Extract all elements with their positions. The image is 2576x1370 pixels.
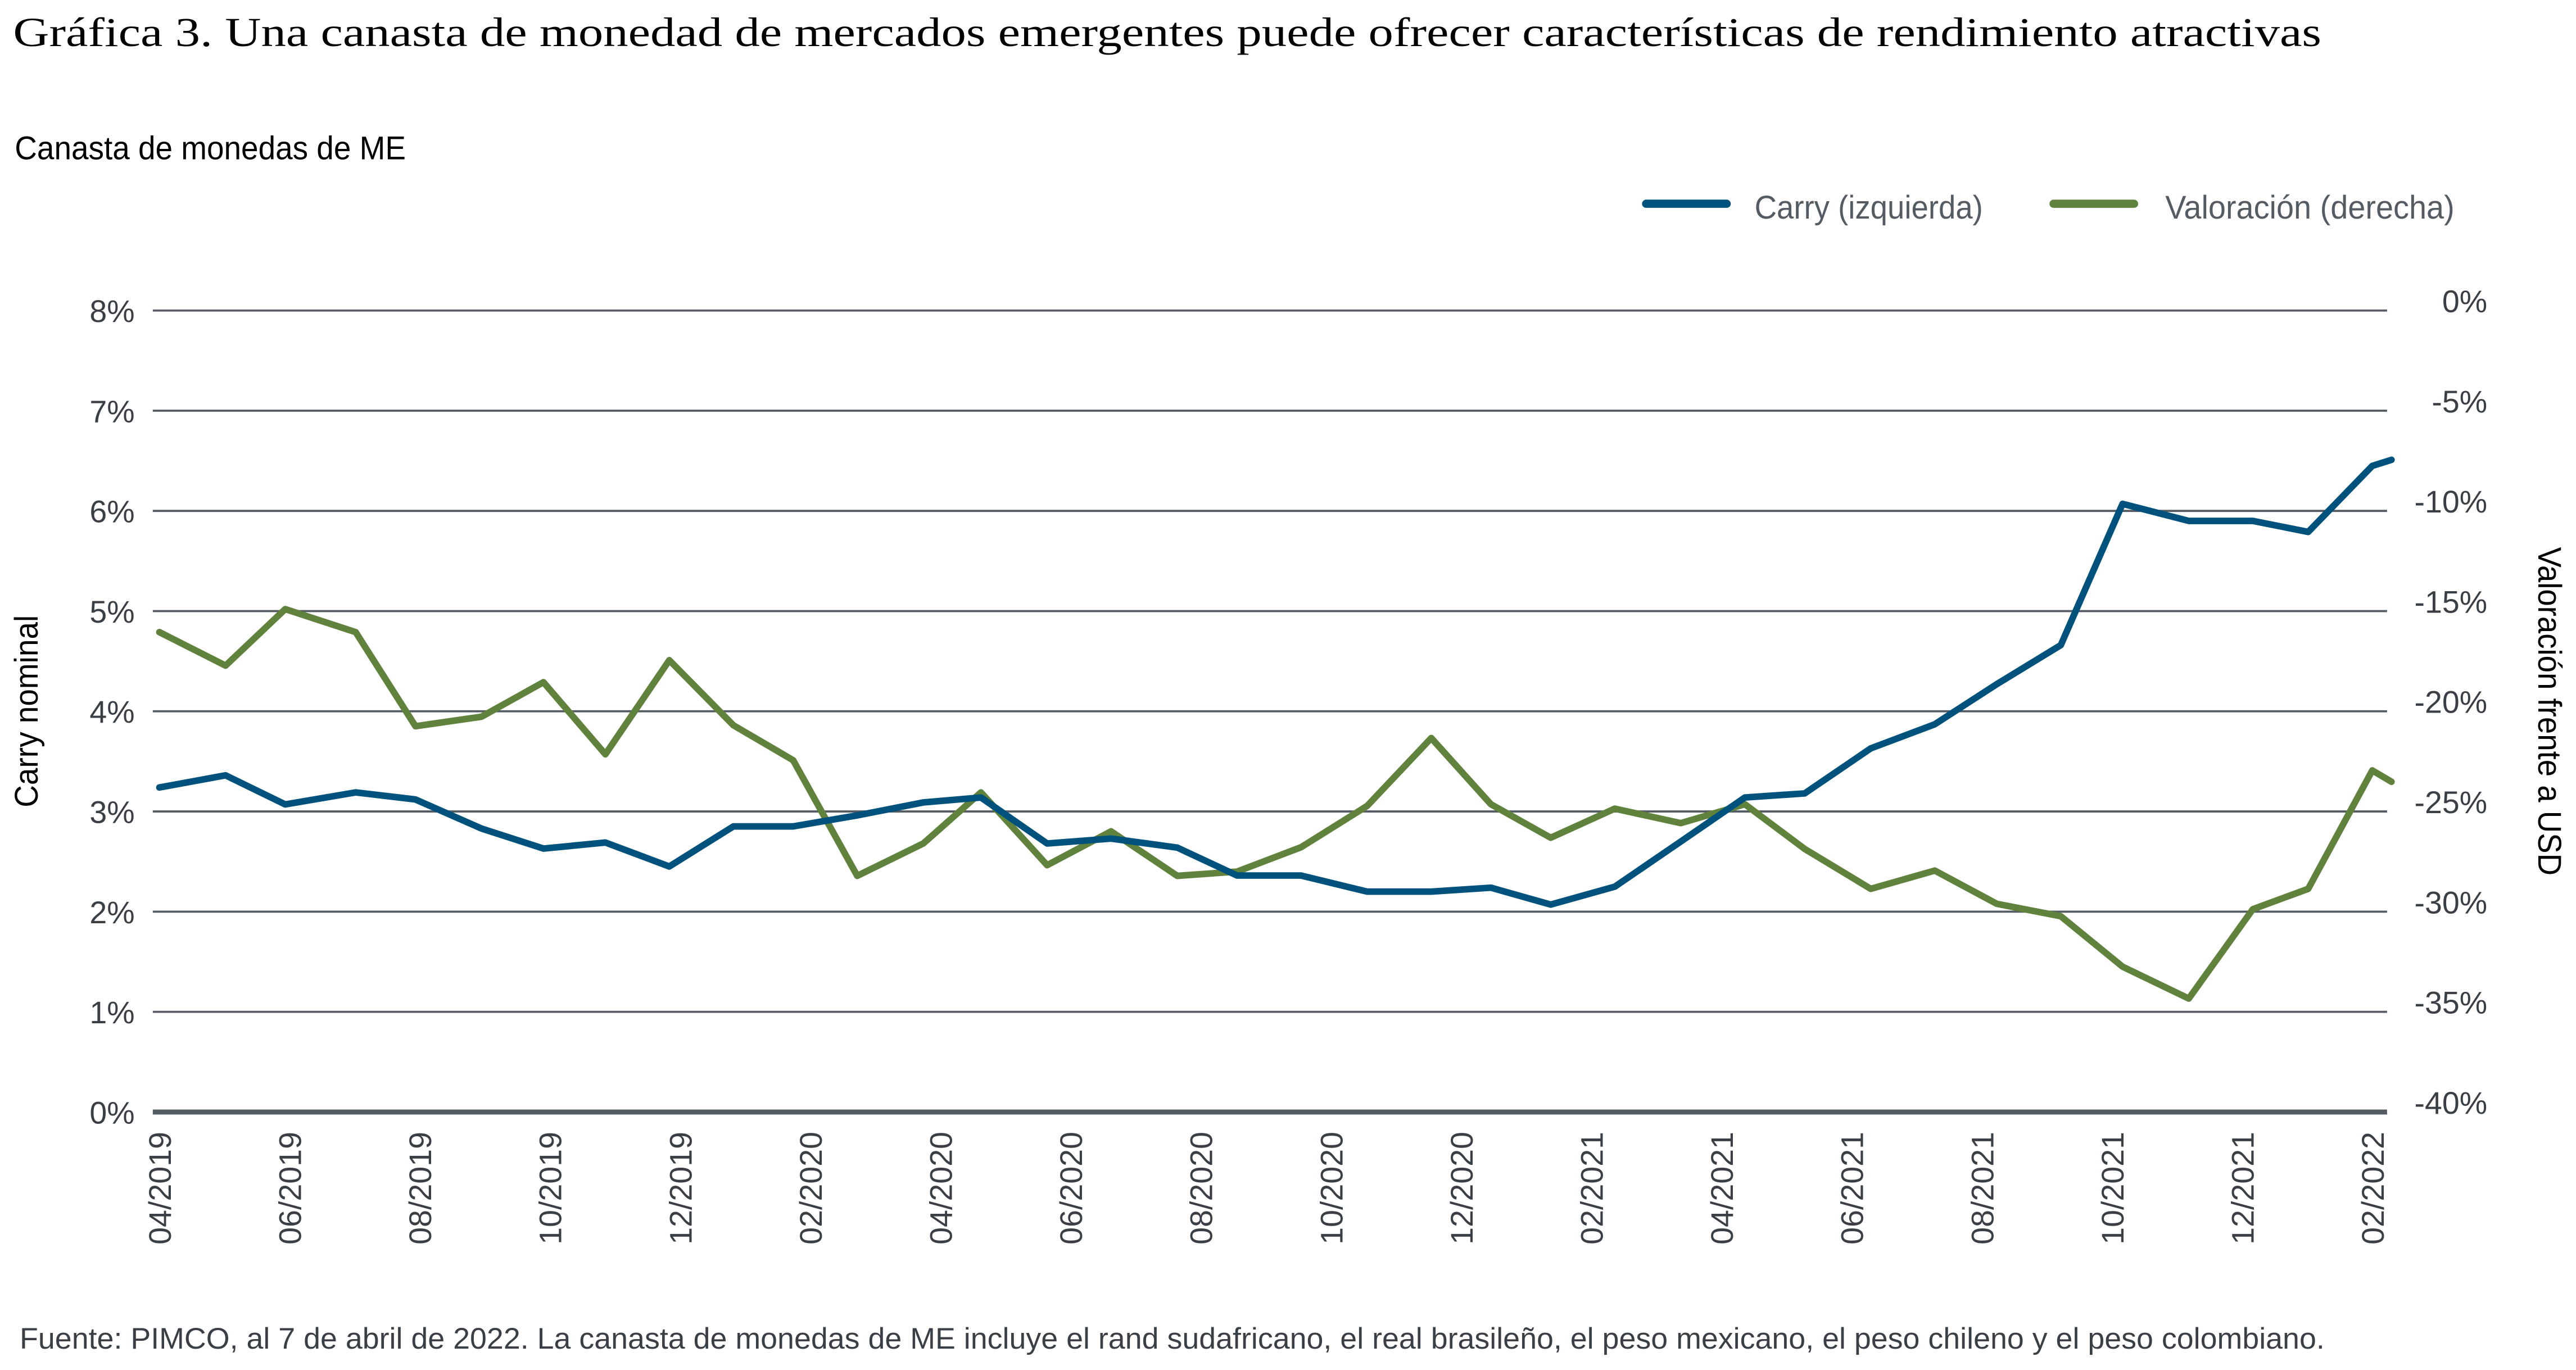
data-point — [2372, 770, 2373, 771]
chart-subtitle: Canasta de monedas de ME — [15, 130, 406, 167]
data-point — [285, 804, 286, 805]
y-left-tick-label: 0% — [89, 1095, 134, 1130]
x-tick-label: 02/2022 — [2356, 1132, 2391, 1245]
data-point — [1367, 891, 1368, 892]
data-point — [857, 815, 858, 816]
y-left-tick-label: 7% — [89, 394, 134, 429]
data-point — [857, 875, 858, 876]
data-point — [1804, 793, 1805, 794]
x-tick-label: 06/2020 — [1054, 1132, 1089, 1245]
data-point — [225, 665, 226, 666]
chart-title: Gráfica 3. Una canasta de monedad de mer… — [13, 10, 2321, 55]
x-axis-ticks: 04/2019 06/2019 08/2019 10/2019 12/2019 02/20… — [143, 1132, 2391, 1245]
x-tick-label: 12/2020 — [1445, 1132, 1479, 1245]
y-right-tick-label: 0% — [2442, 284, 2487, 319]
data-point — [1430, 891, 1432, 892]
y-axis-right-ticks: -40% -35% -30% -25% -20% -15% -10% -5% 0% — [2415, 284, 2488, 1121]
data-point — [415, 726, 416, 727]
x-tick-label: 08/2021 — [1965, 1132, 2000, 1245]
x-tick-label: 04/2019 — [143, 1132, 178, 1245]
y-right-tick-label: -10% — [2415, 484, 2488, 519]
data-point — [285, 609, 286, 610]
data-point — [1614, 886, 1615, 887]
legend-label-valoracion: Valoración (derecha) — [2165, 189, 2454, 226]
y-left-tick-label: 6% — [89, 495, 134, 529]
x-tick-label: 04/2021 — [1705, 1132, 1740, 1245]
data-point — [605, 754, 606, 755]
data-point — [2122, 503, 2123, 504]
x-tick-label: 04/2020 — [924, 1132, 959, 1245]
data-point — [415, 799, 416, 800]
y-right-tick-label: -40% — [2415, 1086, 2488, 1121]
y-right-tick-label: -30% — [2415, 885, 2488, 920]
series-line-valoracion — [156, 606, 2395, 1002]
y-right-tick-label: -25% — [2415, 785, 2488, 820]
x-tick-label: 10/2020 — [1314, 1132, 1349, 1245]
footnote: Fuente: PIMCO, al 7 de abril de 2022. La… — [20, 1322, 2325, 1355]
x-tick-label: 08/2019 — [403, 1132, 438, 1245]
y-left-tick-label: 4% — [89, 695, 134, 729]
y-right-tick-label: -35% — [2415, 986, 2488, 1020]
legend: Carry (izquierda) Valoración (derecha) — [1642, 189, 2455, 226]
data-point — [669, 660, 670, 661]
y-left-tick-label: 5% — [89, 595, 134, 629]
data-point — [225, 775, 226, 776]
y-axis-right-title: Valoración frente a USD — [2531, 547, 2568, 875]
y-right-tick-label: -15% — [2415, 584, 2488, 619]
data-point — [1177, 875, 1178, 876]
series-line-carry — [156, 456, 2395, 908]
x-tick-label: 08/2020 — [1184, 1132, 1219, 1245]
y-axis-left-ticks: 0% 1% 2% 3% 4% 5% 6% 7% 8% — [89, 294, 134, 1130]
x-tick-label: 06/2021 — [1835, 1132, 1870, 1245]
x-tick-label: 02/2020 — [794, 1132, 829, 1245]
y-left-tick-label: 2% — [89, 895, 134, 930]
data-point — [1177, 847, 1178, 848]
series-lines — [156, 456, 2395, 1002]
y-right-tick-label: -5% — [2432, 384, 2487, 419]
data-point — [1047, 843, 1048, 844]
x-tick-label: 10/2019 — [533, 1132, 568, 1245]
x-tick-label: 02/2021 — [1574, 1132, 1609, 1245]
data-point — [159, 632, 160, 633]
y-axis-left-title: Carry nominal — [8, 615, 45, 808]
x-tick-label: 06/2019 — [273, 1132, 308, 1245]
y-right-tick-label: -20% — [2415, 685, 2488, 720]
x-tick-label: 12/2019 — [663, 1132, 698, 1245]
data-point — [605, 842, 606, 843]
gridlines — [152, 309, 2387, 1115]
y-left-tick-label: 8% — [89, 294, 134, 329]
y-left-tick-label: 3% — [89, 795, 134, 830]
legend-label-carry: Carry (izquierda) — [1755, 189, 1983, 226]
x-tick-label: 12/2021 — [2225, 1132, 2260, 1245]
y-left-tick-label: 1% — [89, 995, 134, 1030]
x-tick-label: 10/2021 — [2095, 1132, 2130, 1245]
data-point — [159, 787, 160, 788]
